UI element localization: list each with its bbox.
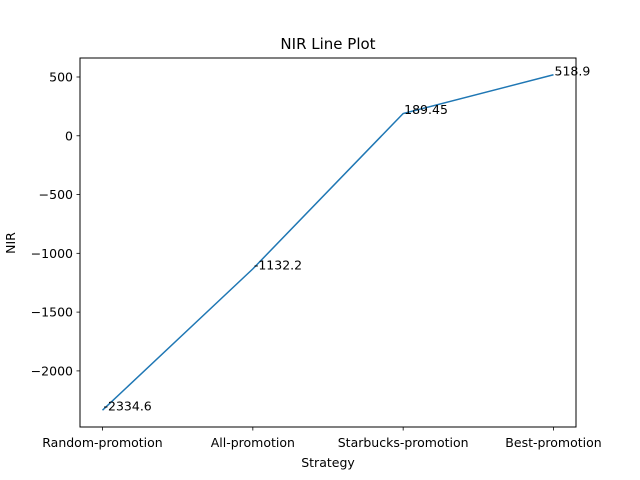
data-label: -2334.6: [104, 399, 152, 414]
data-label: 189.45: [404, 102, 448, 117]
y-tick-label: −2000: [31, 363, 73, 378]
x-tick-label: Starbucks-promotion: [338, 435, 469, 450]
data-label: 518.9: [555, 63, 591, 78]
x-axis: Random-promotion All-promotion Starbucks-p…: [42, 427, 602, 450]
plot-area: [79, 57, 577, 428]
series-line: [101, 74, 554, 411]
x-tick-label: Best-promotion: [505, 435, 601, 450]
y-tick-label: −1000: [31, 246, 73, 261]
y-tick-label: −1500: [31, 305, 73, 320]
y-tick-label: 0: [65, 128, 73, 143]
y-axis: 500 0 −500 −1000 −1500 −2000: [31, 69, 80, 378]
x-tick-label: Random-promotion: [42, 435, 162, 450]
data-labels: -2334.6 -1132.2 189.45 518.9: [104, 63, 591, 413]
chart-title: NIR Line Plot: [280, 35, 375, 53]
data-label: -1132.2: [254, 257, 302, 272]
x-axis-label: Strategy: [301, 455, 355, 470]
x-tick-label: All-promotion: [211, 435, 295, 450]
y-axis-label: NIR: [3, 232, 18, 254]
y-tick-label: −500: [39, 187, 73, 202]
y-tick-label: 500: [49, 69, 73, 84]
